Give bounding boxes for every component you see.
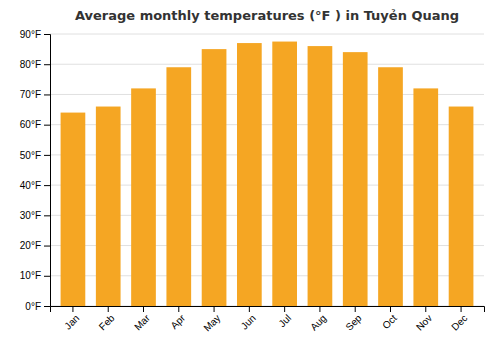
tick-label: 80°F bbox=[20, 59, 41, 70]
tick-label: Jun bbox=[239, 312, 258, 331]
tick-mark bbox=[390, 306, 391, 312]
tick-mark bbox=[249, 306, 250, 312]
tick-label: 30°F bbox=[20, 210, 41, 221]
tick-mark bbox=[214, 306, 215, 312]
bar bbox=[96, 107, 121, 306]
tick-mark bbox=[319, 306, 320, 312]
chart: Jan Feb Mar Apr May Jun Jul Aug Sep Oct Nov Dec 0°F 1… bbox=[0, 0, 500, 350]
tick-label: 20°F bbox=[20, 240, 41, 251]
tick-mark bbox=[425, 306, 426, 312]
tick-mark bbox=[44, 246, 50, 247]
tick-label: 40°F bbox=[20, 180, 41, 191]
tick: 0°F bbox=[25, 301, 50, 312]
bar bbox=[237, 43, 262, 306]
tick: Mar bbox=[132, 306, 152, 332]
plot-area: Jan Feb Mar Apr May Jun Jul Aug Sep Oct Nov Dec 0°F 1… bbox=[20, 29, 485, 334]
tick: 10°F bbox=[20, 270, 50, 281]
tick-label: 10°F bbox=[20, 270, 41, 281]
tick: 40°F bbox=[20, 180, 50, 191]
tick: 50°F bbox=[20, 150, 50, 161]
tick-mark bbox=[44, 306, 50, 307]
tick-mark bbox=[44, 276, 50, 277]
bar bbox=[343, 52, 368, 306]
y-axis: 0°F 10°F 20°F 30°F 40°F 50°F 60°F 70°F 80°F 90°F bbox=[20, 29, 51, 312]
tick: Sep bbox=[343, 306, 364, 333]
tick-label: Sep bbox=[343, 312, 364, 333]
tick-label: Aug bbox=[308, 312, 328, 332]
tick-label: 70°F bbox=[20, 89, 41, 100]
tick: 60°F bbox=[20, 119, 50, 130]
tick-label: Mar bbox=[132, 312, 152, 332]
tick-mark bbox=[284, 306, 285, 312]
tick: Jun bbox=[239, 306, 258, 332]
tick: May bbox=[201, 306, 222, 334]
tick-mark bbox=[461, 306, 462, 312]
tick: 70°F bbox=[20, 89, 50, 100]
tick: 20°F bbox=[20, 240, 50, 251]
tick-label: 90°F bbox=[20, 29, 41, 40]
tick: Dec bbox=[449, 306, 469, 333]
tick: Feb bbox=[97, 306, 117, 332]
tick-label: Dec bbox=[449, 312, 469, 332]
tick-label: 60°F bbox=[20, 119, 41, 130]
tick-mark bbox=[355, 306, 356, 312]
x-axis: Jan Feb Mar Apr May Jun Jul Aug Sep Oct Nov Dec bbox=[51, 306, 485, 334]
tick: 90°F bbox=[20, 29, 50, 40]
tick-mark bbox=[44, 155, 50, 156]
tick-mark bbox=[44, 34, 50, 35]
bar bbox=[166, 67, 191, 306]
tick-mark bbox=[44, 64, 50, 65]
tick: 80°F bbox=[20, 59, 50, 70]
tick: Oct bbox=[380, 306, 399, 331]
tick: Jul bbox=[276, 306, 293, 329]
bar bbox=[308, 46, 333, 306]
tick-label: 0°F bbox=[25, 301, 41, 312]
tick-label: Apr bbox=[168, 312, 187, 331]
bar bbox=[413, 88, 438, 306]
tick-mark bbox=[44, 185, 50, 186]
bar bbox=[378, 67, 403, 306]
tick: Aug bbox=[308, 306, 328, 333]
tick-mark bbox=[44, 215, 50, 216]
tick-mark bbox=[178, 306, 179, 312]
tick-label: Jul bbox=[276, 312, 293, 329]
bar bbox=[131, 88, 156, 306]
tick-mark bbox=[108, 306, 109, 312]
title: Average monthly temperatures (°F ) in Tu… bbox=[75, 8, 459, 23]
grid bbox=[50, 34, 484, 306]
axis-line bbox=[44, 35, 51, 307]
tick-label: Feb bbox=[97, 312, 117, 332]
bar bbox=[61, 113, 86, 306]
tick: Apr bbox=[168, 306, 187, 331]
tick-label: Oct bbox=[380, 312, 399, 331]
tick-label: May bbox=[201, 312, 222, 333]
tick-label: 50°F bbox=[20, 150, 41, 161]
tick-mark bbox=[72, 306, 73, 312]
tick-mark bbox=[44, 125, 50, 126]
bar bbox=[202, 49, 227, 306]
bar bbox=[272, 42, 297, 306]
tick: 30°F bbox=[20, 210, 50, 221]
grid-line bbox=[50, 64, 484, 65]
tick-label: Jan bbox=[62, 312, 81, 331]
axis-line bbox=[51, 307, 485, 313]
tick: Jan bbox=[62, 306, 81, 332]
tick-mark bbox=[143, 306, 144, 312]
tick-label: Nov bbox=[414, 312, 434, 332]
bars bbox=[61, 42, 474, 306]
tick: Nov bbox=[414, 306, 434, 333]
grid-line bbox=[50, 34, 484, 35]
bar bbox=[449, 107, 474, 306]
tick-mark bbox=[44, 94, 50, 95]
